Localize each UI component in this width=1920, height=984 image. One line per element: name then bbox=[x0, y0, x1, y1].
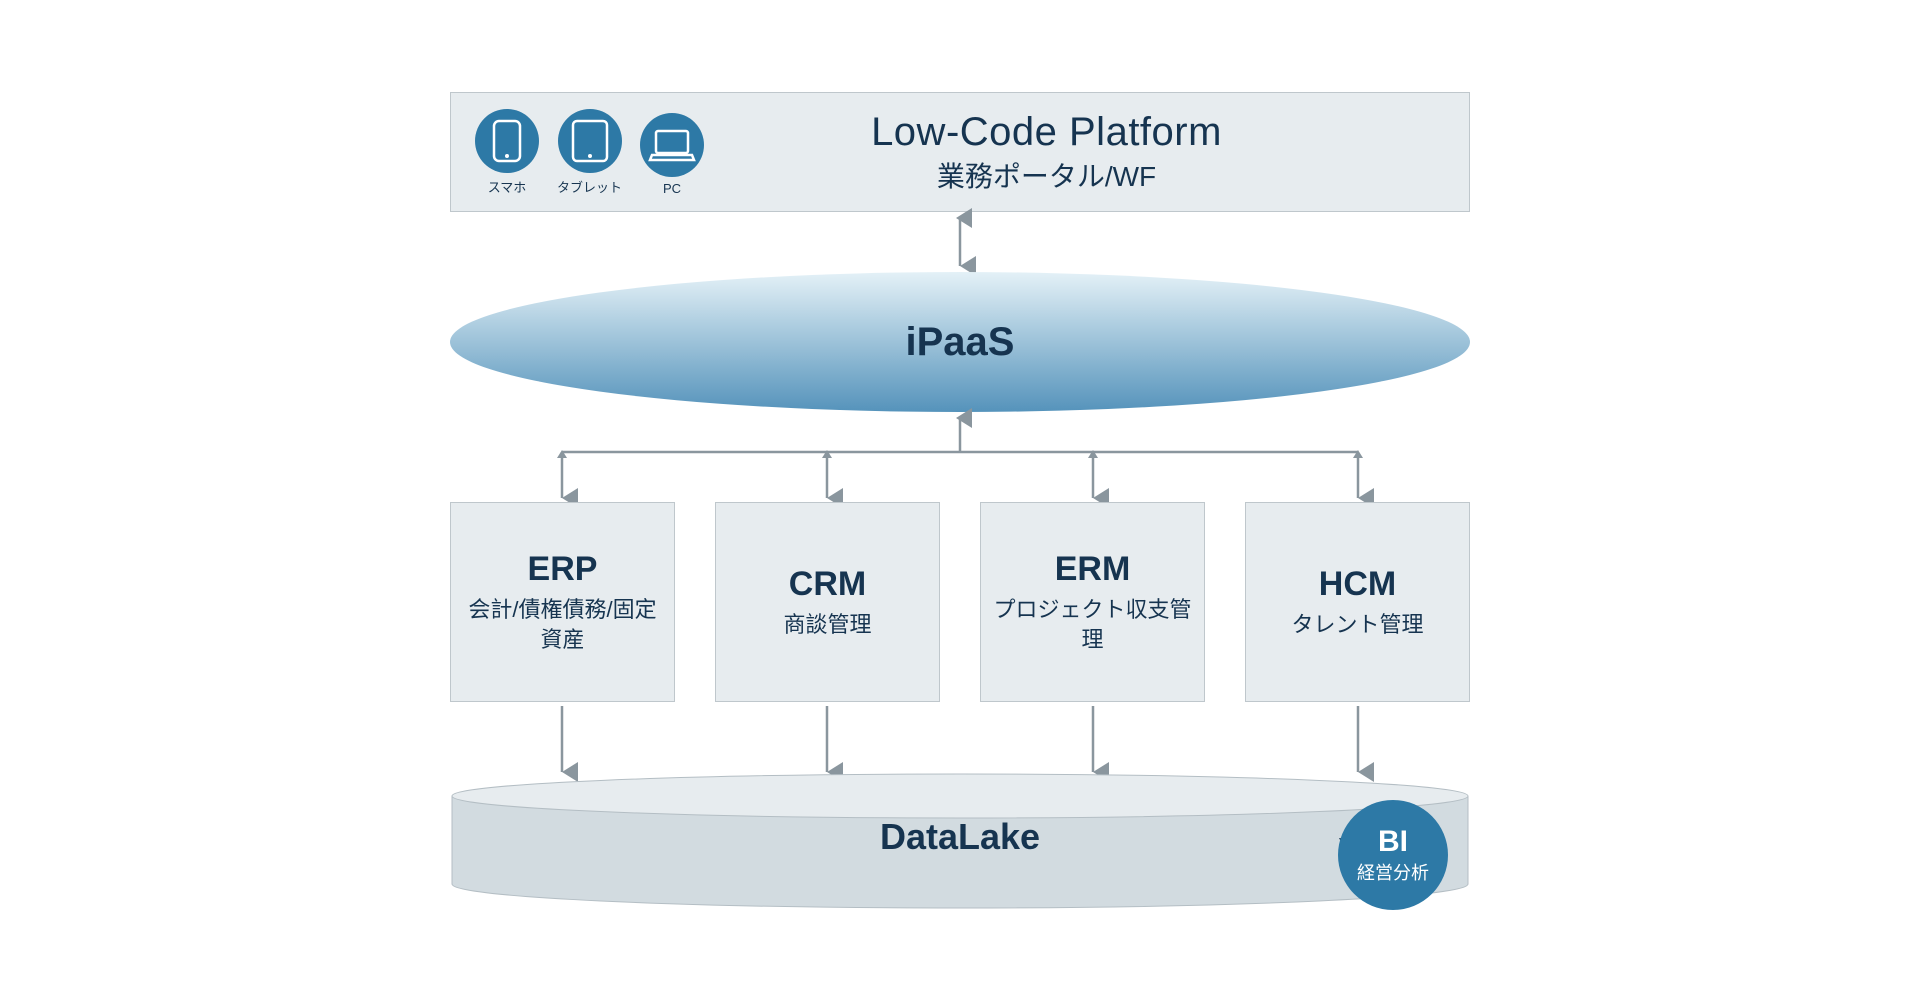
module-hcm: HCM タレント管理 bbox=[1245, 502, 1470, 702]
datalake-cylinder: DataLake ››› BI 経営分析 bbox=[450, 772, 1470, 902]
device-label: PC bbox=[663, 181, 681, 196]
tablet-icon bbox=[558, 109, 622, 173]
bi-title: BI bbox=[1378, 825, 1408, 859]
device-tablet: タブレット bbox=[557, 109, 622, 196]
device-label: スマホ bbox=[488, 177, 527, 196]
module-subtitle: プロジェクト収支管理 bbox=[993, 595, 1192, 654]
laptop-icon bbox=[640, 113, 704, 177]
bi-circle: BI 経営分析 bbox=[1338, 800, 1448, 910]
ipaas-ellipse: iPaaS bbox=[450, 272, 1470, 412]
ipaas-to-modules-bus bbox=[450, 412, 1470, 504]
lowcode-title-block: Low-Code Platform 業務ポータル/WF bbox=[704, 110, 1469, 195]
device-smartphone: スマホ bbox=[475, 109, 539, 196]
bi-subtitle: 経営分析 bbox=[1357, 859, 1429, 885]
module-erp: ERP 会計/債権債務/固定資産 bbox=[450, 502, 675, 702]
lowcode-title: Low-Code Platform bbox=[704, 110, 1389, 155]
device-laptop: PC bbox=[640, 113, 704, 196]
datalake-label: DataLake bbox=[450, 816, 1470, 858]
module-title: CRM bbox=[789, 565, 866, 604]
lowcode-subtitle: 業務ポータル/WF bbox=[704, 155, 1389, 195]
module-subtitle: タレント管理 bbox=[1291, 610, 1423, 640]
smartphone-icon bbox=[475, 109, 539, 173]
ipaas-label: iPaaS bbox=[906, 320, 1015, 365]
arrow-top-ipaas bbox=[950, 212, 970, 272]
architecture-diagram: スマホ タブレット PC Low-Code Platform 業務ポータル/WF i… bbox=[190, 72, 1730, 912]
lowcode-bar: スマホ タブレット PC Low-Code Platform 業務ポータル/WF bbox=[450, 92, 1470, 212]
device-label: タブレット bbox=[557, 177, 622, 196]
module-subtitle: 商談管理 bbox=[783, 610, 871, 640]
module-crm: CRM 商談管理 bbox=[715, 502, 940, 702]
module-subtitle: 会計/債権債務/固定資産 bbox=[463, 595, 662, 654]
module-title: ERP bbox=[528, 550, 598, 589]
module-erm: ERM プロジェクト収支管理 bbox=[980, 502, 1205, 702]
module-title: HCM bbox=[1319, 565, 1396, 604]
module-title: ERM bbox=[1055, 550, 1131, 589]
modules-to-datalake-arrows bbox=[450, 702, 1470, 782]
modules-row: ERP 会計/債権債務/固定資産 CRM 商談管理 ERM プロジェクト収支管理 HCM タレ… bbox=[450, 502, 1470, 702]
device-group: スマホ タブレット PC bbox=[475, 109, 704, 196]
